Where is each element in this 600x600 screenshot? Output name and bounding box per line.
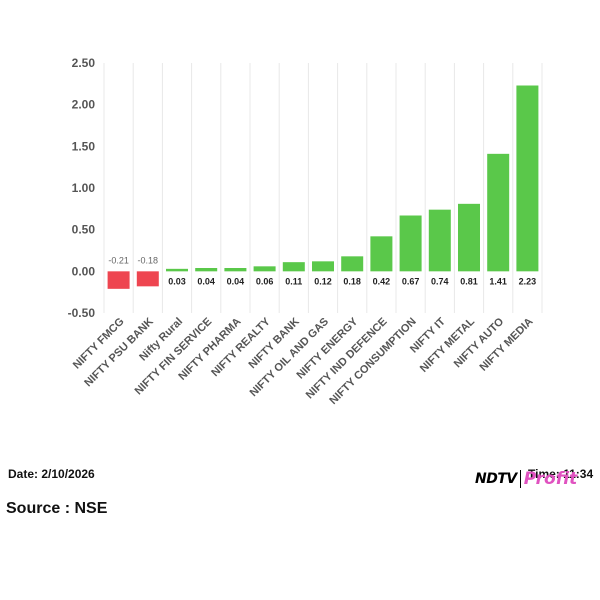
y-tick-label: -0.50 xyxy=(68,306,96,320)
data-label: 0.06 xyxy=(256,276,274,286)
bar xyxy=(282,262,305,272)
bar xyxy=(224,268,247,272)
y-tick-label: 0.50 xyxy=(72,223,96,237)
logo-profit-text: Profit xyxy=(523,469,578,489)
bar xyxy=(516,85,539,272)
bar xyxy=(428,209,451,272)
time-label: Time: 11:34 xyxy=(528,467,594,481)
data-label: 0.74 xyxy=(431,276,449,286)
y-tick-label: 0.00 xyxy=(72,264,96,278)
y-tick-label: 1.50 xyxy=(72,139,96,153)
bar-chart: -0.50 0.00 0.50 1.00 1.50 2.00 2.50 -0.21 NIFTY … xyxy=(68,56,543,407)
data-label: 0.18 xyxy=(343,276,361,286)
y-tick-label: 1.00 xyxy=(72,181,96,195)
bar xyxy=(253,266,276,272)
data-label: 0.03 xyxy=(168,276,186,286)
data-label: 0.04 xyxy=(227,276,245,286)
data-label: 0.67 xyxy=(402,276,420,286)
data-label: 0.81 xyxy=(460,276,478,286)
bar xyxy=(195,268,218,272)
bar xyxy=(312,261,334,272)
bar xyxy=(458,203,480,272)
bar xyxy=(341,256,364,272)
bar xyxy=(399,215,422,272)
data-label: 1.41 xyxy=(489,276,507,286)
data-label: -0.18 xyxy=(138,255,159,265)
bar xyxy=(487,153,510,272)
logo-ndtv-text: NDTV xyxy=(475,471,517,487)
ndtv-profit-logo: NDTV Profit xyxy=(475,468,577,490)
data-label: -0.21 xyxy=(108,255,129,265)
bar xyxy=(166,268,188,272)
y-tick-label: 2.00 xyxy=(72,98,96,112)
y-tick-label: 2.50 xyxy=(72,56,96,70)
bar xyxy=(136,271,159,287)
logo-divider xyxy=(519,470,521,488)
data-label: 2.23 xyxy=(519,276,537,286)
data-label: 0.12 xyxy=(314,276,332,286)
data-label: 0.11 xyxy=(285,276,302,286)
date-label: Date: 2/10/2026 xyxy=(8,467,95,481)
x-category-label: NIFTY MEDIA xyxy=(477,316,535,374)
data-label: 0.04 xyxy=(197,276,215,286)
bar xyxy=(370,236,393,272)
data-label: 0.42 xyxy=(373,276,391,286)
bar xyxy=(107,271,130,289)
source-label: Source : NSE xyxy=(6,500,108,517)
